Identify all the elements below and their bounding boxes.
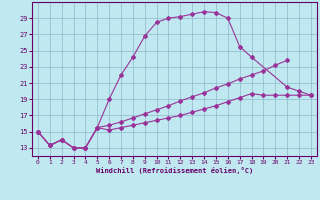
X-axis label: Windchill (Refroidissement éolien,°C): Windchill (Refroidissement éolien,°C) xyxy=(96,167,253,174)
